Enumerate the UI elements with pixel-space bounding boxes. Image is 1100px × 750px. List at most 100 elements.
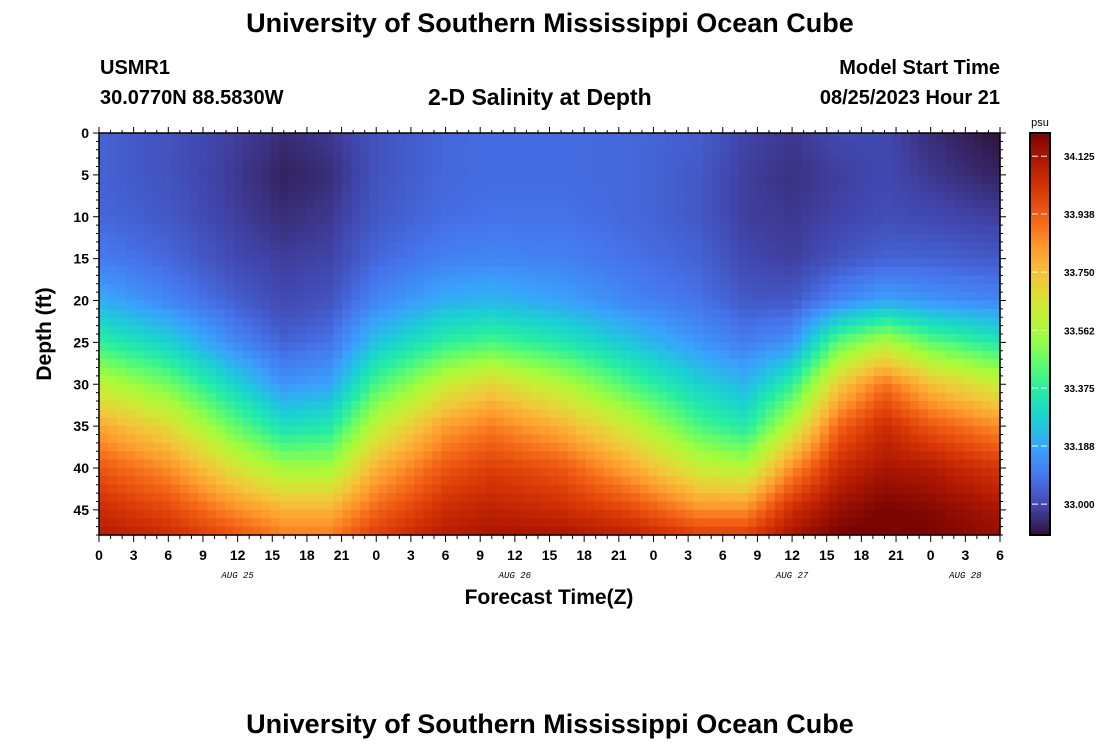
heatmap-cell [621,200,632,209]
heatmap-cell [810,216,821,226]
heatmap-cell [486,409,497,419]
heatmap-cell [153,409,163,419]
heatmap-cell [630,442,641,452]
heatmap-cell [846,526,857,536]
heatmap-cell [234,409,244,419]
heatmap-cell [567,191,578,201]
heatmap-cell [567,426,578,436]
heatmap-cell [972,417,983,427]
heatmap-cell [810,451,821,461]
heatmap-cell [810,509,821,519]
heatmap-cell [495,476,506,486]
heatmap-cell [531,292,542,302]
heatmap-cell [144,401,154,410]
heatmap-cell [270,417,280,427]
heatmap-cell [828,317,839,327]
heatmap-cell [405,275,415,285]
heatmap-cell [387,166,397,176]
heatmap-cell [684,359,695,369]
heatmap-cell [729,250,740,260]
heatmap-cell [441,292,451,302]
heatmap-cell [765,191,776,201]
heatmap-cell [981,468,992,477]
heatmap-cell [261,384,271,394]
heatmap-cell [270,392,280,402]
heatmap-cell [198,267,208,276]
heatmap-cell [828,250,839,260]
heatmap-cell [477,451,488,461]
heatmap-cell [387,375,397,385]
heatmap-cell [342,141,352,151]
heatmap-cell [666,133,677,142]
heatmap-cell [630,200,641,209]
heatmap-cell [171,133,181,142]
heatmap-cell [99,283,109,293]
heatmap-cell [963,225,974,235]
heatmap-cell [981,518,992,528]
heatmap-cell [270,292,280,302]
heatmap-cell [468,292,479,302]
heatmap-cell [711,158,722,168]
heatmap-cell [963,509,974,519]
heatmap-cell [810,133,821,142]
heatmap-cell [513,350,524,360]
heatmap-cell [558,501,569,511]
heatmap-cell [765,200,776,209]
heatmap-cell [756,183,767,193]
heatmap-cell [558,434,569,444]
heatmap-cell [576,133,587,142]
heatmap-cell [864,359,875,369]
heatmap-cell [630,350,641,360]
heatmap-cell [864,342,875,352]
heatmap-cell [819,258,830,268]
heatmap-cell [738,149,749,159]
heatmap-cell [144,292,154,302]
heatmap-cell [756,300,767,310]
heatmap-cell [324,409,334,419]
heatmap-cell [738,509,749,519]
heatmap-cell [729,350,740,360]
heatmap-cell [513,459,524,469]
heatmap-cell [765,233,776,243]
heatmap-cell [693,292,704,302]
heatmap-cell [324,191,334,201]
heatmap-cell [783,493,794,503]
heatmap-cell [324,241,334,251]
heatmap-cell [594,216,605,226]
heatmap-cell [333,350,343,360]
heatmap-cell [801,434,812,444]
heatmap-cell [612,216,623,226]
heatmap-cell [153,141,163,151]
heatmap-cell [153,526,163,536]
heatmap-cell [783,258,794,268]
heatmap-cell [297,325,307,335]
heatmap-cell [261,451,271,461]
heatmap-cell [387,342,397,352]
heatmap-cell [180,241,190,251]
heatmap-cell [432,384,442,394]
heatmap-cell [648,426,659,436]
heatmap-cell [945,359,956,369]
heatmap-cell [126,200,136,209]
heatmap-cell [675,233,686,243]
heatmap-cell [162,325,172,335]
heatmap-cell [225,149,235,159]
heatmap-cell [279,258,289,268]
heatmap-cell [441,367,451,377]
heatmap-cell [171,208,181,218]
heatmap-cell [360,158,370,168]
heatmap-cell [630,216,641,226]
heatmap-cell [99,426,109,436]
heatmap-cell [675,459,686,469]
heatmap-cell [99,392,109,402]
heatmap-cell [882,392,893,402]
heatmap-cell [891,509,902,519]
heatmap-cell [117,275,127,285]
heatmap-cell [594,509,605,519]
heatmap-cell [225,509,235,519]
heatmap-cell [900,434,911,444]
heatmap-cell [657,258,668,268]
heatmap-cell [927,451,938,461]
heatmap-cell [162,359,172,369]
heatmap-cell [153,493,163,503]
